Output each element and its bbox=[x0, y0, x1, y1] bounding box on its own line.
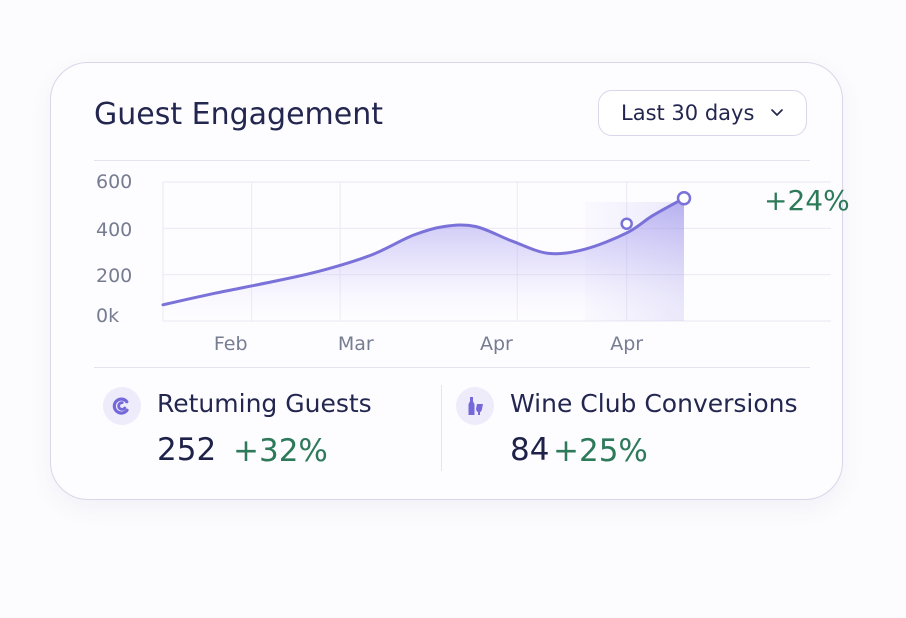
y-tick-label-1: 400 bbox=[96, 219, 132, 241]
metric-column-divider bbox=[441, 385, 442, 471]
chevron-down-icon bbox=[770, 108, 784, 118]
returning-guests-icon bbox=[103, 387, 141, 425]
wine-club-conversions-metric: Wine Club Conversions 84 +25% bbox=[456, 385, 798, 471]
date-range-select[interactable]: Last 30 days bbox=[598, 90, 807, 136]
returning-guests-value: 252 bbox=[157, 432, 217, 468]
guest-engagement-area-chart: 600 400 200 0k Feb Mar Apr Apr +24% bbox=[96, 171, 850, 355]
engagement-point-1 bbox=[676, 190, 692, 206]
recent-period-highlight bbox=[585, 202, 684, 321]
engagement-line bbox=[161, 196, 686, 307]
wine-club-conversions-value: 84 bbox=[510, 432, 550, 468]
chart-area-layer bbox=[163, 198, 684, 321]
x-tick-label-2: Apr bbox=[480, 333, 513, 355]
x-tick-label-1: Mar bbox=[338, 333, 374, 355]
y-tick-label-0: 600 bbox=[96, 171, 132, 193]
metrics-divider bbox=[94, 367, 810, 368]
returning-guests-metric: Retuming Guests 252 +32% bbox=[103, 385, 437, 471]
wine-club-conversions-label: Wine Club Conversions bbox=[510, 389, 798, 418]
card-title: Guest Engagement bbox=[94, 97, 383, 132]
date-range-selected-value: Last 30 days bbox=[621, 101, 755, 125]
wine-club-conversions-change: +25% bbox=[553, 433, 648, 469]
chart-point-layer bbox=[620, 190, 692, 230]
returning-guests-label: Retuming Guests bbox=[157, 389, 372, 418]
engagement-area-fill bbox=[163, 198, 684, 321]
header-divider bbox=[94, 160, 810, 161]
y-axis-tick-labels: 600 400 200 0k bbox=[96, 171, 132, 327]
wine-club-icon bbox=[456, 387, 494, 425]
guest-engagement-card: Guest Engagement Last 30 days 600 400 200 0… bbox=[50, 62, 850, 500]
chart-line-layer bbox=[161, 196, 686, 307]
y-tick-label-3: 0k bbox=[96, 305, 119, 327]
x-tick-label-0: Feb bbox=[214, 333, 248, 355]
y-tick-label-2: 200 bbox=[96, 265, 132, 287]
returning-guests-change: +32% bbox=[233, 433, 328, 469]
chart-change-label: +24% bbox=[764, 184, 850, 217]
x-axis-tick-labels: Feb Mar Apr Apr bbox=[214, 333, 643, 355]
x-tick-label-3: Apr bbox=[610, 333, 643, 355]
engagement-point-0 bbox=[620, 217, 633, 230]
